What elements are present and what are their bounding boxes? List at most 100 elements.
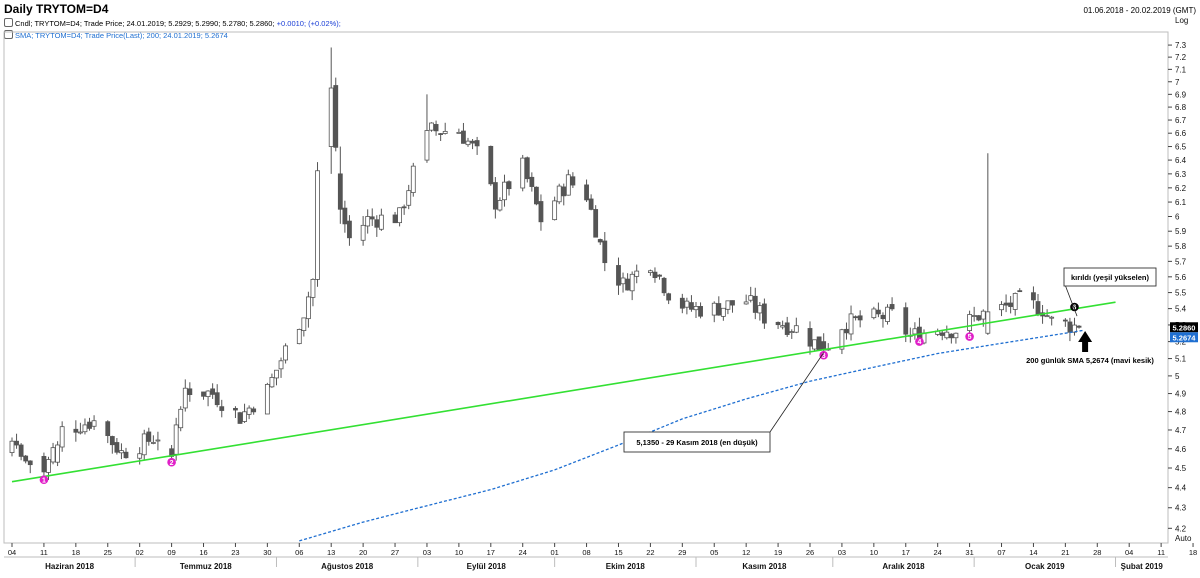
y-tick-label: 5.1 [1175,355,1187,364]
candle-body [91,420,97,427]
candle-body [999,304,1004,311]
sma-price-box [1170,332,1198,343]
candle-legend: Cndl; TRYTOM=D4; Trade Price; 24.01.2019… [4,18,341,28]
candle-body [137,453,143,459]
candles [9,47,1082,481]
x-tick-label: 13 [327,548,335,557]
y-tick-label: 4.9 [1175,390,1187,399]
candle-body [775,321,781,326]
y-tick-label: 5.9 [1175,227,1187,236]
point-marker [39,475,49,485]
point-marker [819,350,828,360]
plot-area [3,31,1169,544]
y-tick-label: 4.8 [1175,408,1187,417]
x-tick-label: 03 [838,548,846,557]
x-tick-label: 08 [582,548,590,557]
month-label: Ağustos 2018 [321,562,374,571]
x-tick-label: 22 [646,548,654,557]
month-label: Eylül 2018 [467,562,507,571]
candle-body [534,186,539,205]
candle-body [689,302,694,310]
candle-body [27,460,33,466]
x-tick-label: 30 [263,548,271,557]
candle-body [78,431,83,434]
candle-body [456,131,462,134]
candle-body [429,122,434,131]
month-label: Haziran 2018 [45,562,94,571]
candle-body [730,300,735,306]
candle-body [187,388,193,395]
candle-body [903,307,909,335]
y-tick-label: 4.4 [1175,484,1187,493]
candle-body [23,455,29,462]
point-marker [965,332,974,341]
candle-body [1062,319,1068,322]
candle-body [328,87,334,147]
last-price-box [1170,322,1198,333]
candle-legend-text: Cndl; TRYTOM=D4; Trade Price; 24.01.2019… [15,19,275,28]
candle-body [520,157,526,189]
y-tick-label: 7.3 [1175,41,1187,50]
candle-body [497,200,503,211]
y-tick-label: 6.5 [1175,143,1187,152]
x-tick-label: 29 [678,548,686,557]
break-annotation-text: kırıldı (yeşil yükselen) [1071,273,1149,282]
candle-body [588,198,594,210]
point-marker [167,457,176,467]
candle-body [602,240,608,264]
candle-body [114,442,120,453]
month-label: Temmuz 2018 [180,562,232,571]
y-tick-label: 6.2 [1175,184,1187,193]
candle-body [301,317,307,331]
candle-body [502,181,507,201]
candle-body [980,310,986,320]
candle-body [597,239,603,243]
candle-body [565,174,571,196]
candle-body [693,306,699,311]
candle-body [880,314,886,320]
x-tick-label: 24 [934,548,942,557]
x-tick-label: 17 [487,548,495,557]
point-marker-label: 3 [822,353,826,360]
candle-body [492,182,498,210]
candle-body [337,173,343,210]
candle-body [347,220,352,239]
candle-body [14,440,19,446]
candle-body [269,377,275,388]
candle-body [146,431,152,442]
candle-body [871,308,877,319]
candle-body [442,130,448,134]
candle-body [173,424,179,455]
candle-body [109,436,115,446]
x-tick-label: 15 [614,548,622,557]
month-label: Şubat 2019 [1121,562,1164,571]
candle-body [46,459,51,473]
x-tick-label: 01 [550,548,558,557]
candle-body [105,421,111,437]
x-tick-label: 09 [167,548,175,557]
candle-body [201,391,206,397]
candle-body [743,301,749,305]
candle-body [182,387,188,409]
x-tick-label: 10 [455,548,463,557]
y-tick-label: 6.9 [1175,90,1187,99]
candle-body [1017,290,1023,293]
candle-body [264,384,270,415]
candle-body [365,216,371,227]
candle-body [780,325,786,328]
candle-body [401,206,407,209]
candle-body [333,85,339,148]
candle-body [561,186,567,197]
candle-body [716,303,722,316]
x-tick-label: 14 [1029,548,1037,557]
candle-body [939,332,945,336]
y-tick-label: 5.6 [1175,273,1187,282]
candle-body [529,176,535,187]
y-tick-label: 5.7 [1175,257,1187,266]
x-tick-label: 04 [1125,548,1133,557]
candle-body [55,444,60,463]
candle-body [720,307,726,317]
y-tick-label: 5.8 [1175,242,1187,251]
y-tick-label: 5.4 [1175,305,1187,314]
